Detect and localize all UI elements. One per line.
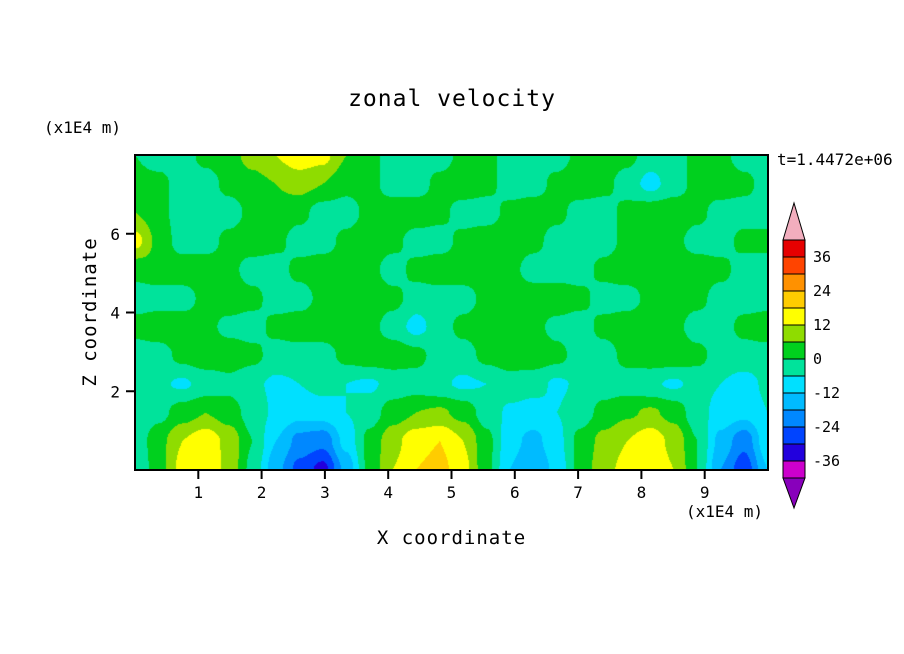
colorbar-label: -24: [813, 418, 840, 436]
colorbar-label: 12: [813, 316, 831, 334]
colorbar-segment: [782, 460, 806, 479]
colorbar-label: 36: [813, 248, 831, 266]
colorbar-segment: [782, 273, 806, 292]
colorbar-segment: [782, 358, 806, 377]
x-tick-label: 7: [573, 483, 583, 502]
colorbar-bottom-arrow: [782, 477, 806, 510]
colorbar-segment: [782, 307, 806, 326]
colorbar-label: 24: [813, 282, 831, 300]
colorbar-segment: [782, 290, 806, 309]
colorbar-label: 0: [813, 350, 822, 368]
x-tick-label: 6: [510, 483, 520, 502]
x-tick-label: 5: [447, 483, 457, 502]
z-tick-label: 2: [110, 382, 120, 401]
z-tick-label: 6: [110, 225, 120, 244]
colorbar-segment: [782, 239, 806, 258]
x-tick-label: 2: [257, 483, 267, 502]
z-tick-label: 4: [110, 304, 120, 323]
colorbar-segment: [782, 392, 806, 411]
colorbar-segment: [782, 341, 806, 360]
x-tick-label: 8: [637, 483, 647, 502]
contour-field-canvas: [135, 155, 768, 470]
x-tick-label: 4: [383, 483, 393, 502]
colorbar-segment: [782, 375, 806, 394]
colorbar-segment: [782, 426, 806, 445]
colorbar-top-arrow: [782, 201, 806, 241]
chart-title: zonal velocity: [348, 86, 556, 112]
y-axis-title: Z coordinate: [79, 237, 101, 387]
colorbar-label: -12: [813, 384, 840, 402]
x-axis-units-label: (x1E4 m): [686, 502, 764, 521]
colorbar-label: -36: [813, 452, 840, 470]
colorbar-segment: [782, 443, 806, 462]
colorbar-segment: [782, 409, 806, 428]
colorbar-segment: [782, 256, 806, 275]
x-tick-label: 1: [193, 483, 203, 502]
z-axis-units-label: (x1E4 m): [44, 118, 122, 137]
x-axis-title: X coordinate: [376, 527, 527, 549]
x-tick-label: 9: [700, 483, 710, 502]
time-annotation: t=1.4472e+06: [777, 150, 893, 169]
colorbar-segment: [782, 324, 806, 343]
x-tick-label: 3: [320, 483, 330, 502]
